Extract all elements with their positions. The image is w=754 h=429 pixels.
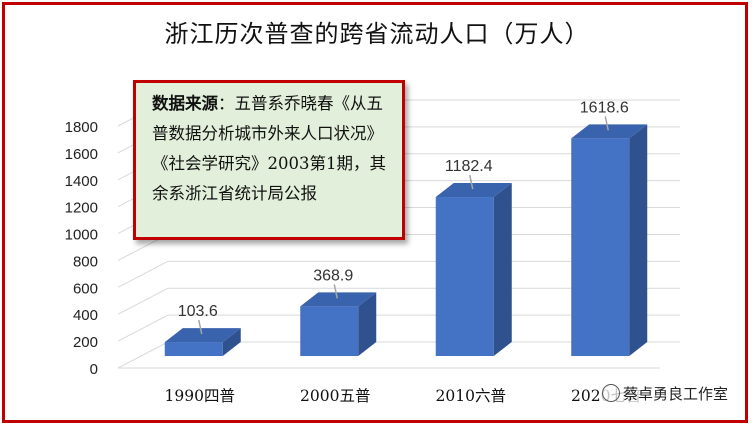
- data-label: 1182.4: [445, 158, 493, 175]
- source-note-text: ：五普系乔晓春《从五普数据分析城市外来人口状况》《社会学研究》2003第1期，其…: [152, 94, 386, 203]
- y-tick-label: 1200: [65, 200, 98, 217]
- y-tick-label: 400: [73, 307, 98, 324]
- bar-top: [300, 292, 377, 307]
- gridline-side: [117, 341, 169, 369]
- bar-side: [493, 183, 512, 356]
- y-tick-label: 800: [73, 253, 98, 270]
- x-tick-label: 1990四普: [165, 387, 235, 405]
- wechat-icon: [602, 384, 620, 402]
- data-label: 103.6: [178, 303, 218, 320]
- x-tick-label: 2000五普: [300, 387, 370, 405]
- source-note-heading: 数据来源: [152, 94, 218, 113]
- data-label-leader: [333, 284, 338, 299]
- bar-side: [629, 124, 648, 357]
- chart-title: 浙江历次普查的跨省流动人口（万人）: [164, 20, 590, 48]
- data-label: 368.9: [313, 267, 353, 284]
- y-tick-label: 1600: [65, 146, 98, 163]
- bar-top: [435, 183, 512, 198]
- watermark: 蔡卓勇良工作室: [600, 383, 731, 404]
- bar: [300, 306, 359, 356]
- bar-top: [164, 328, 241, 343]
- y-tick-label: 1800: [65, 119, 98, 136]
- gridline-side: [117, 287, 169, 315]
- bar: [571, 138, 630, 356]
- data-label-leader: [604, 116, 609, 131]
- gridline-side: [117, 260, 169, 288]
- y-tick-label: 1000: [65, 227, 98, 244]
- x-tick-label: 2010六普: [436, 387, 506, 405]
- bar-top: [571, 124, 648, 139]
- data-label-leader: [198, 319, 203, 335]
- gridline-side: [117, 314, 169, 342]
- bar-side: [222, 328, 241, 356]
- data-label-leader: [469, 174, 474, 190]
- y-tick-label: 1400: [65, 173, 98, 190]
- data-label: 1618.6: [580, 99, 629, 116]
- y-tick-label: 0: [90, 361, 98, 378]
- bar: [435, 197, 494, 356]
- watermark-text: 蔡卓勇良工作室: [623, 385, 729, 403]
- source-note: 数据来源：五普系乔晓春《从五普数据分析城市外来人口状况》《社会学研究》2003第…: [133, 80, 405, 240]
- y-tick-label: 600: [73, 280, 98, 297]
- bar-side: [358, 292, 377, 356]
- bar: [164, 342, 223, 356]
- y-tick-label: 200: [73, 334, 98, 351]
